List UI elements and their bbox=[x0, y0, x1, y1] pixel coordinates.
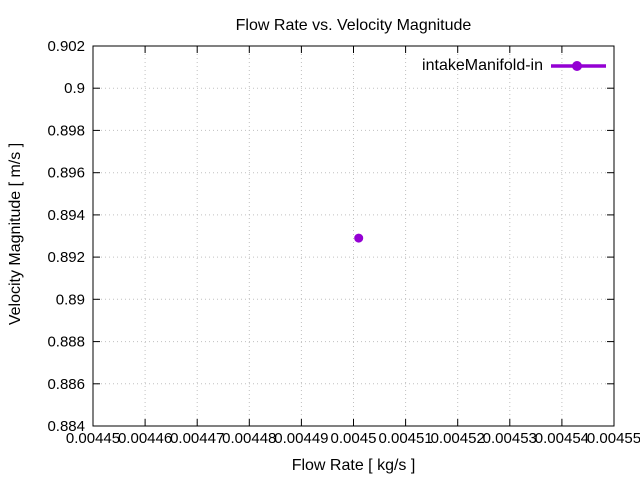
plot-border bbox=[92, 45, 615, 427]
data-point bbox=[354, 233, 364, 243]
legend-point-icon bbox=[572, 61, 582, 71]
y-tick-label: 0.9 bbox=[64, 80, 85, 97]
x-tick-label: 0.00451 bbox=[378, 430, 432, 447]
x-tick-label: 0.00452 bbox=[431, 430, 485, 447]
x-tick-label: 0.00448 bbox=[222, 430, 276, 447]
legend-sample-icon bbox=[551, 61, 606, 71]
x-tick-label: 0.0045 bbox=[331, 430, 377, 447]
x-tick-label: 0.00453 bbox=[483, 430, 537, 447]
y-tick-label: 0.894 bbox=[47, 207, 85, 224]
y-tick-label: 0.884 bbox=[47, 418, 85, 435]
x-tick-label: 0.00445 bbox=[66, 430, 120, 447]
y-tick-label: 0.886 bbox=[47, 376, 85, 393]
x-tick-label: 0.00449 bbox=[274, 430, 328, 447]
y-tick-label: 0.892 bbox=[47, 249, 85, 266]
y-tick-label: 0.89 bbox=[56, 291, 85, 308]
y-tick-label: 0.898 bbox=[47, 122, 85, 139]
y-tick-label: 0.902 bbox=[47, 38, 85, 55]
x-tick-label: 0.00454 bbox=[535, 430, 589, 447]
x-axis-label: Flow Rate [ kg/s ] bbox=[291, 457, 416, 474]
chart-title: Flow Rate vs. Velocity Magnitude bbox=[235, 17, 472, 34]
x-tick-label: 0.00447 bbox=[170, 430, 224, 447]
x-tick-label: 0.00455 bbox=[587, 430, 640, 447]
x-tick-label: 0.00446 bbox=[118, 430, 172, 447]
y-tick-label: 0.888 bbox=[47, 334, 85, 351]
legend-label: intakeManifold-in bbox=[422, 57, 543, 74]
y-tick-label: 0.896 bbox=[47, 165, 85, 182]
legend: intakeManifold-in bbox=[400, 57, 607, 75]
